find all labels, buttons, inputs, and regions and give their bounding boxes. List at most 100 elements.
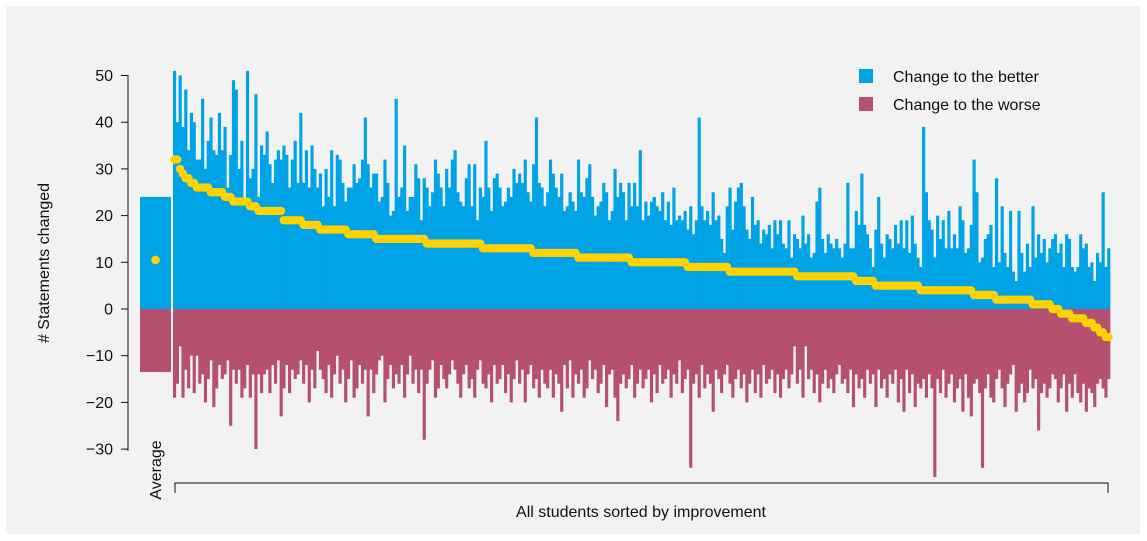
bar-worse [397, 309, 401, 384]
bar-worse [661, 309, 665, 384]
bar-worse [807, 309, 811, 380]
bar-better [790, 257, 794, 309]
bar-better [1059, 243, 1063, 309]
bar-worse [947, 309, 951, 384]
bar-better [509, 196, 513, 309]
bar-better [495, 173, 499, 309]
bar-worse [773, 309, 777, 394]
bar-better [548, 159, 553, 309]
bar-worse [290, 309, 294, 370]
bar-better [1039, 252, 1044, 309]
bar-better [720, 238, 724, 309]
bar-worse [784, 309, 788, 370]
bar-better [475, 220, 480, 309]
bar-better [1084, 243, 1088, 309]
bar-better [327, 196, 331, 309]
bar-worse [795, 309, 799, 384]
y-tick-label: −20 [86, 395, 113, 412]
bar-better [195, 159, 199, 309]
y-tick-label: 0 [104, 302, 113, 319]
bar-better [178, 75, 182, 309]
bar-worse [217, 309, 222, 366]
bar-worse [1020, 309, 1024, 384]
bar-worse [332, 309, 337, 375]
bar-worse [310, 309, 314, 370]
bar-better [501, 206, 505, 309]
bar-better [201, 98, 205, 309]
bar-better [391, 210, 395, 309]
bar-worse [422, 309, 426, 440]
bar-better [543, 206, 547, 309]
bar-worse [1070, 309, 1074, 398]
bar-worse [672, 309, 676, 375]
bar-better [770, 248, 774, 309]
bar-worse [602, 309, 606, 366]
bar-worse [201, 309, 205, 375]
bar-worse [958, 309, 962, 380]
bar-worse [338, 309, 342, 384]
bar-worse [534, 309, 539, 380]
bar-better [304, 150, 309, 309]
bar-worse [355, 309, 359, 389]
average-label: Average [148, 440, 165, 499]
bar-worse [703, 309, 707, 389]
bar-worse [854, 309, 858, 375]
bar-worse [717, 309, 721, 380]
bar-worse [349, 309, 353, 361]
bar-worse [1025, 309, 1029, 394]
bar-better [492, 178, 496, 309]
bar-better [725, 206, 729, 309]
bar-worse [259, 309, 264, 394]
bar-worse [694, 309, 698, 375]
bar-better [706, 210, 710, 309]
bar-worse [1062, 309, 1066, 375]
bar-worse [1014, 309, 1018, 412]
bar-worse [919, 309, 923, 389]
bar-worse [1073, 309, 1077, 375]
bar-better [938, 238, 943, 309]
bar-better [1017, 210, 1021, 309]
bar-better [276, 150, 280, 309]
bar-worse [798, 309, 802, 370]
bar-worse [408, 309, 412, 356]
bar-better [778, 220, 783, 309]
bar-worse [843, 309, 847, 380]
bar-better [958, 206, 962, 309]
bar-better [865, 234, 870, 309]
bar-better [1009, 210, 1013, 309]
bar-worse [554, 309, 558, 375]
bar-worse [860, 309, 864, 380]
bar-worse [288, 309, 292, 394]
bar-worse [1104, 309, 1108, 398]
bar-worse [938, 309, 943, 394]
bar-better [1014, 280, 1018, 309]
bar-worse [882, 309, 886, 380]
bar-worse [248, 309, 252, 398]
bar-worse [377, 309, 381, 361]
bar-worse [728, 309, 732, 384]
bar-better [1034, 257, 1038, 309]
bar-worse [804, 309, 808, 347]
bar-worse [809, 309, 813, 370]
bar-worse [826, 309, 830, 389]
y-tick-label: 40 [95, 115, 113, 132]
bar-better [1065, 234, 1069, 309]
bar-better [428, 206, 432, 309]
bar-worse [823, 309, 828, 370]
average-bar-worse [140, 309, 171, 373]
bar-worse [344, 309, 348, 403]
bar-worse [276, 309, 280, 361]
bar-worse [863, 309, 867, 398]
bar-worse [467, 309, 471, 389]
bar-better [313, 168, 317, 309]
bar-worse [481, 309, 485, 384]
bar-better [1062, 266, 1066, 309]
bar-better [473, 164, 477, 309]
bar-worse [908, 309, 912, 394]
bar-better [461, 206, 466, 309]
bar-worse [445, 309, 449, 389]
bar-worse [835, 309, 839, 375]
bar-better [961, 220, 965, 309]
bar-better [728, 187, 732, 309]
bar-worse [851, 309, 856, 408]
